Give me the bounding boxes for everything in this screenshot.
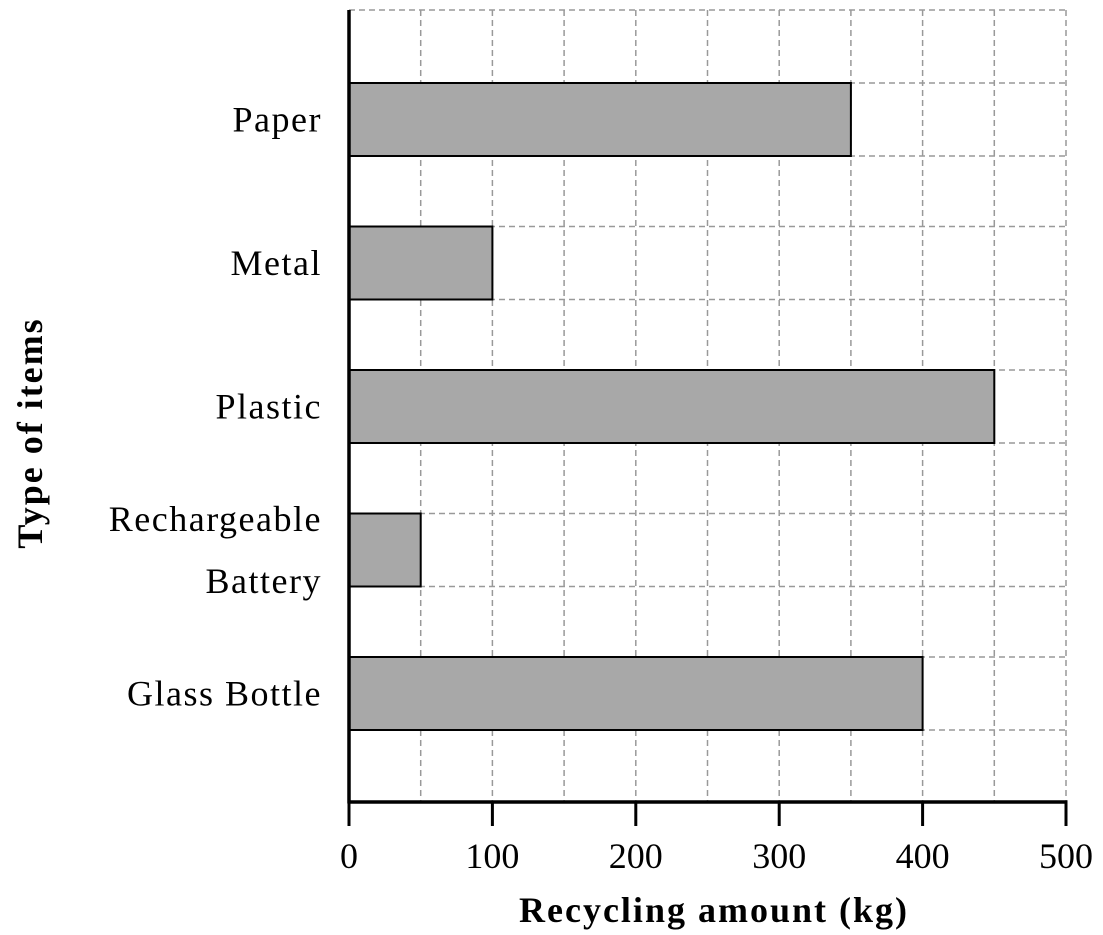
bar — [348, 225, 494, 301]
bar — [348, 369, 996, 444]
y-axis-title: Type of items — [10, 317, 50, 548]
category-label: Rechargeable — [109, 499, 322, 539]
labels: Paper Metal Plastic Rechargeable Battery Glas… — [109, 100, 1093, 877]
x-tick-label: 100 — [465, 836, 519, 876]
axes — [347, 10, 1068, 826]
x-tick-label: 200 — [609, 836, 663, 876]
bar — [348, 656, 924, 731]
x-axis-title: Recycling amount (kg) — [519, 890, 909, 930]
category-label: Plastic — [216, 387, 323, 427]
bars — [348, 82, 996, 731]
category-label: Glass Bottle — [127, 674, 322, 714]
x-tick-label: 0 — [340, 836, 358, 876]
category-label: Paper — [233, 100, 322, 140]
category-label: Metal — [231, 243, 322, 283]
category-label: Battery — [206, 561, 322, 601]
x-tick-label: 300 — [752, 836, 806, 876]
x-tick-label: 500 — [1039, 836, 1093, 876]
bar — [348, 82, 852, 157]
bar — [348, 512, 422, 588]
x-tick-label: 400 — [896, 836, 950, 876]
